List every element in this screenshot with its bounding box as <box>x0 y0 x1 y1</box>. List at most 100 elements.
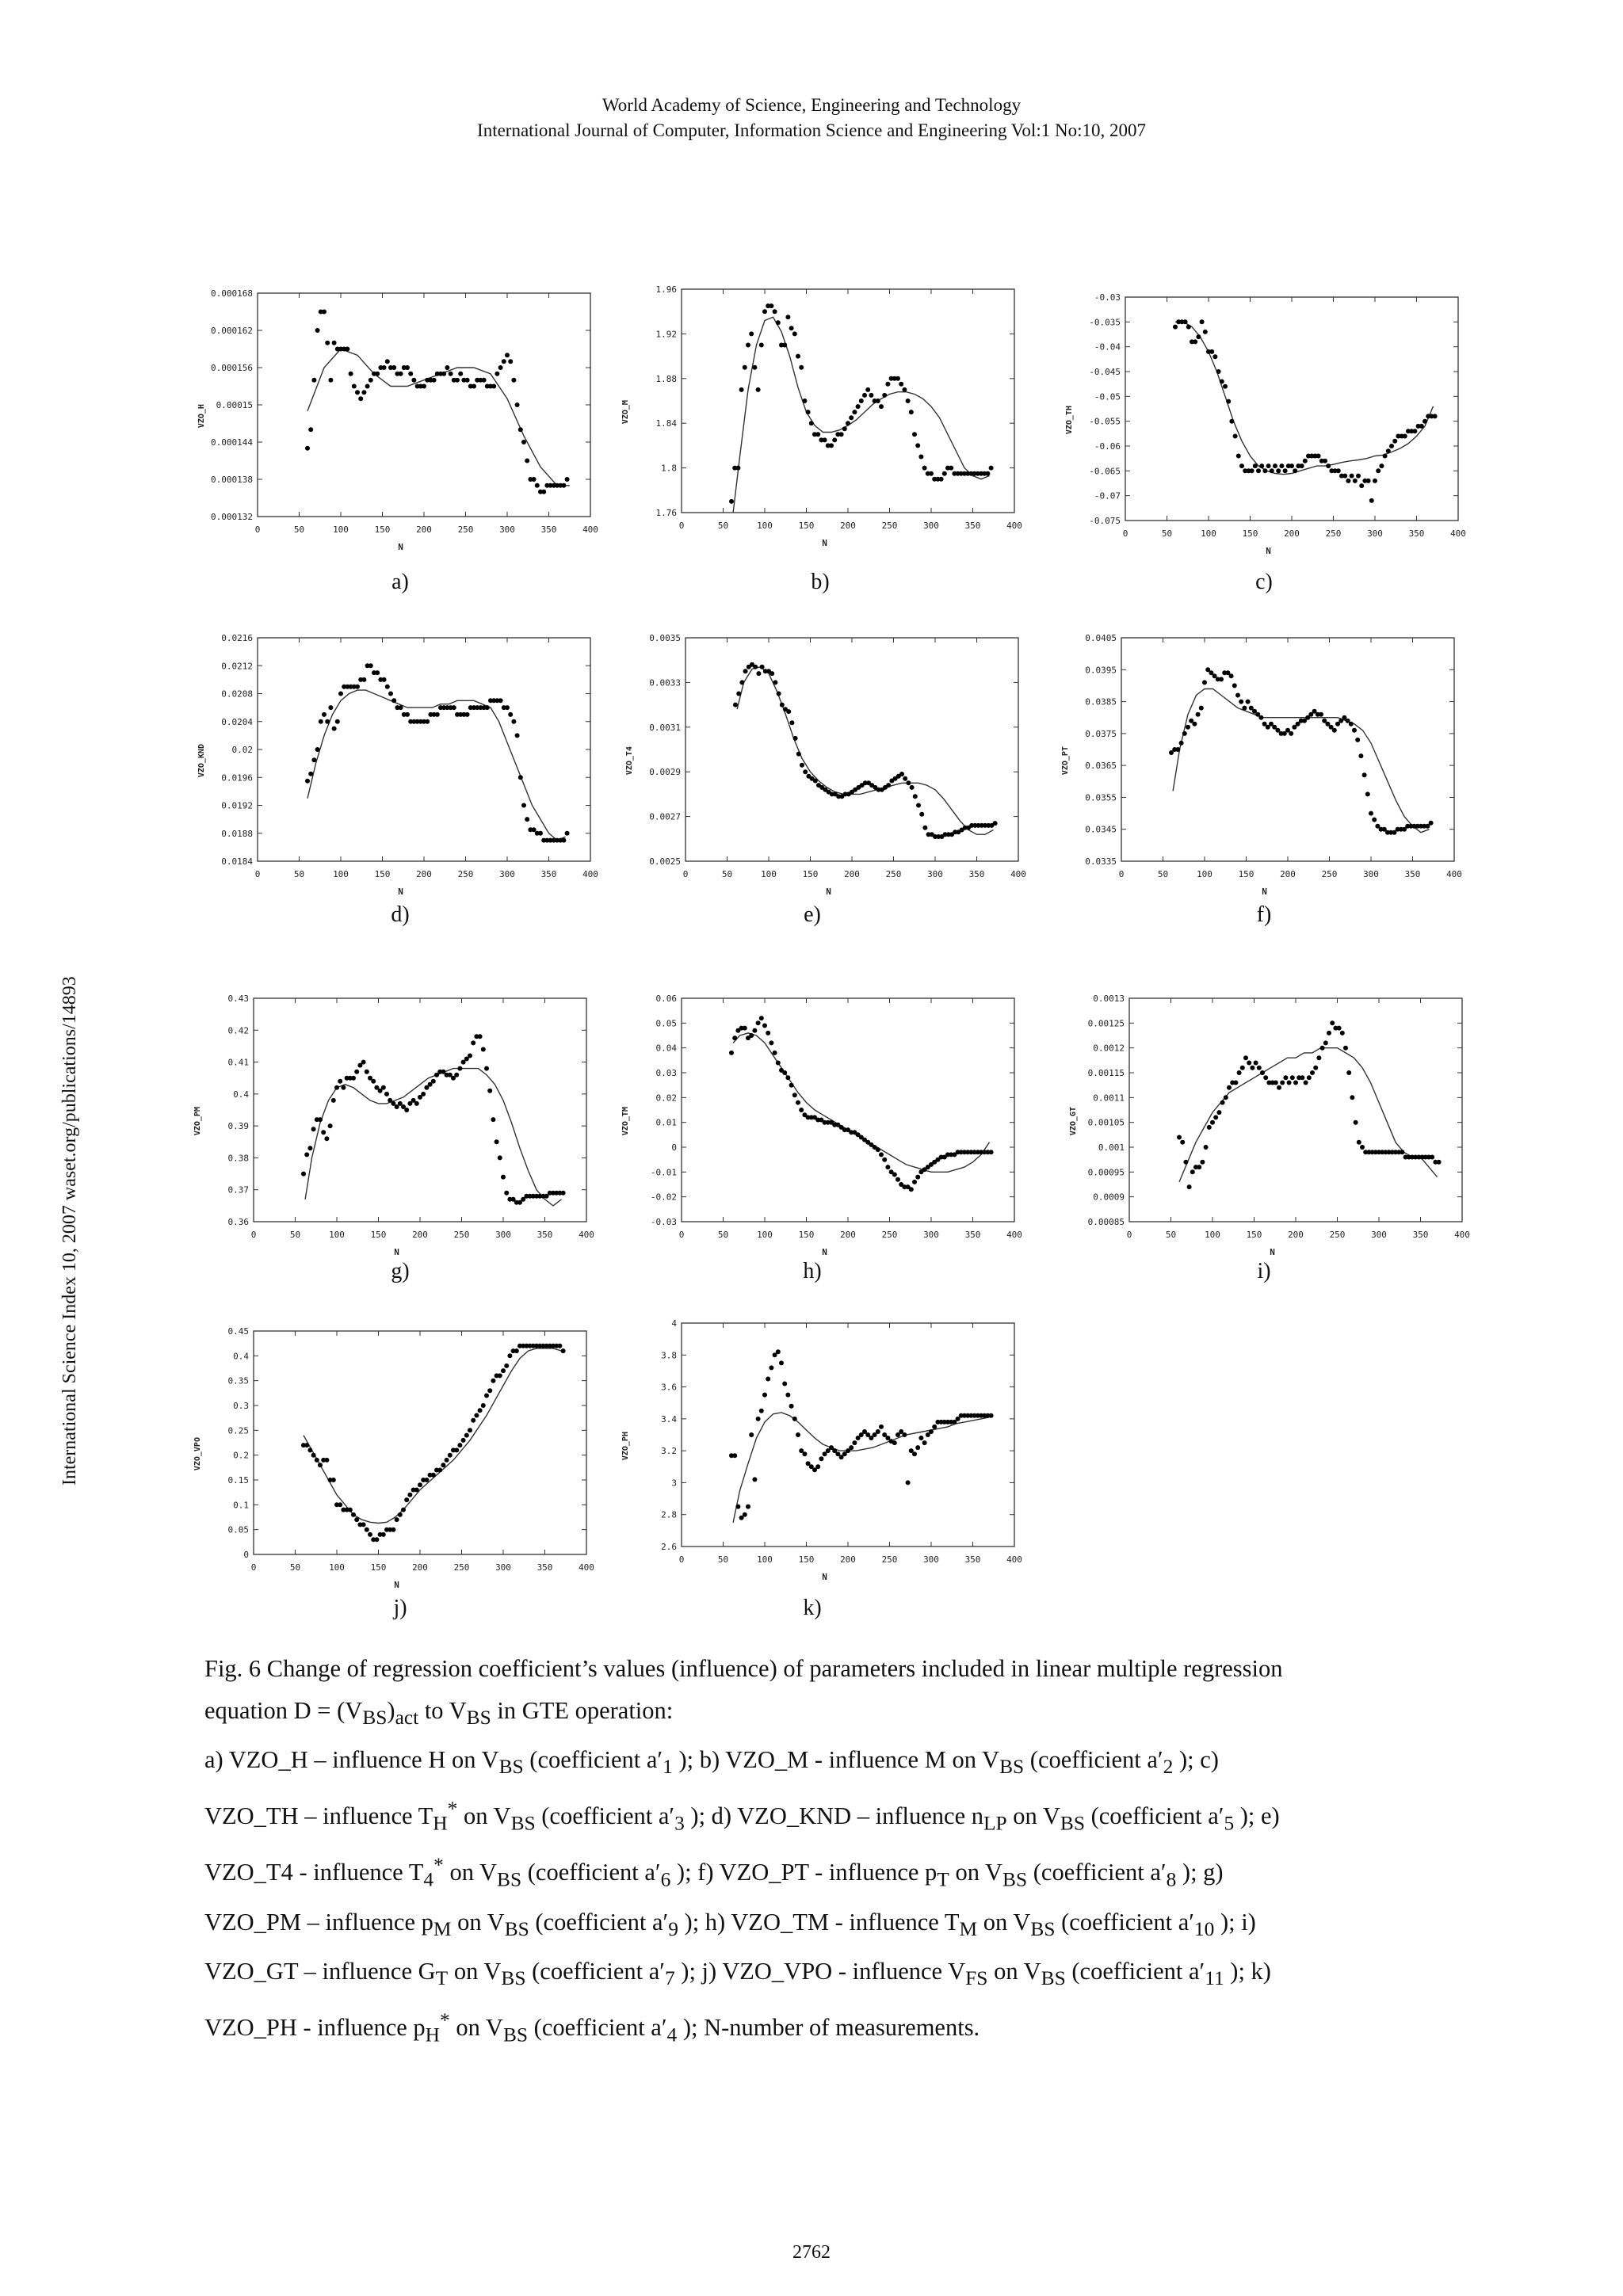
caption-line: equation D = (VBS)act to VBS in GTE oper… <box>204 1697 674 1730</box>
data-point <box>411 1487 416 1493</box>
x-tick-label: 200 <box>1288 1230 1304 1240</box>
data-point <box>975 1413 980 1418</box>
data-point <box>394 1517 399 1523</box>
data-point <box>521 803 526 808</box>
data-point <box>752 1028 758 1033</box>
data-point <box>1296 1075 1302 1081</box>
data-point <box>1395 826 1400 832</box>
data-point <box>819 1456 824 1462</box>
data-point <box>1356 1139 1361 1145</box>
data-point <box>1280 1080 1285 1085</box>
data-point <box>1283 1075 1289 1081</box>
y-tick-label: 2.6 <box>661 1542 677 1552</box>
data-point <box>318 1463 323 1468</box>
panel-label-h: h) <box>803 1259 822 1283</box>
data-point <box>1262 468 1268 474</box>
data-point <box>896 1432 900 1437</box>
data-point <box>899 772 904 776</box>
data-point <box>892 1172 897 1177</box>
data-point <box>1303 1080 1308 1085</box>
data-point <box>852 1440 857 1446</box>
data-point <box>534 1193 539 1199</box>
data-point <box>517 1199 522 1205</box>
data-point <box>1179 319 1185 325</box>
data-point <box>925 1432 930 1437</box>
data-point <box>929 471 934 476</box>
data-point <box>384 1091 389 1097</box>
data-point <box>812 1467 817 1473</box>
data-point <box>481 705 487 711</box>
data-point <box>315 747 320 752</box>
data-point <box>1266 463 1271 469</box>
data-point <box>381 677 387 682</box>
x-tick-label: 300 <box>923 1230 939 1240</box>
data-point <box>355 684 360 689</box>
x-tick-label: 300 <box>1371 1230 1387 1240</box>
data-point <box>405 365 410 370</box>
data-point <box>418 719 423 724</box>
data-point <box>377 1531 383 1537</box>
data-point <box>321 1457 327 1463</box>
data-point <box>1247 1060 1252 1066</box>
y-axis-label: VZO_PH <box>621 1432 630 1460</box>
data-point <box>792 1416 797 1421</box>
data-point <box>354 1517 360 1523</box>
data-point <box>1228 673 1234 679</box>
data-point <box>478 705 483 711</box>
data-point <box>380 1085 386 1090</box>
x-tick-label: 100 <box>757 1554 773 1565</box>
y-tick-label: 0.03 <box>656 1068 678 1078</box>
data-point <box>1219 677 1224 682</box>
data-point <box>1378 826 1384 832</box>
data-point <box>447 1452 453 1458</box>
data-point <box>1256 468 1261 474</box>
data-point <box>1256 1065 1262 1070</box>
data-point <box>1386 1150 1392 1155</box>
x-tick-label: 350 <box>965 1230 981 1240</box>
data-point <box>1213 1115 1219 1120</box>
data-point <box>729 498 734 504</box>
data-point <box>534 1343 539 1348</box>
data-point <box>555 482 559 488</box>
data-point <box>755 1416 761 1421</box>
data-point <box>1202 680 1207 685</box>
data-point <box>1263 1075 1269 1081</box>
data-point <box>1310 1070 1315 1075</box>
data-point <box>328 377 334 383</box>
data-point <box>391 365 397 370</box>
data-point <box>902 1184 907 1190</box>
y-axis-label: VZO_TH <box>1065 406 1074 434</box>
x-tick-label: 400 <box>1006 521 1022 531</box>
x-tick-label: 350 <box>1409 528 1425 539</box>
figure-caption: Fig. 6 Change of regression coefficient’… <box>204 1648 1455 2056</box>
data-point <box>758 1016 764 1021</box>
data-point <box>1393 1150 1398 1155</box>
data-point <box>1338 718 1344 723</box>
data-point <box>1249 468 1254 474</box>
data-point <box>1245 699 1251 704</box>
y-tick-label: -0.03 <box>651 1217 677 1227</box>
data-point <box>498 698 503 704</box>
data-point <box>1193 339 1198 345</box>
data-point <box>1293 468 1298 474</box>
data-point <box>1225 670 1231 676</box>
data-point <box>521 1196 526 1202</box>
data-point <box>364 1069 369 1074</box>
data-point <box>330 1097 336 1103</box>
data-point <box>527 1343 533 1348</box>
sidebar-citation: International Science Index 10, 2007 was… <box>59 976 80 1486</box>
data-point <box>906 780 911 786</box>
data-point <box>304 1443 310 1448</box>
data-point <box>862 1137 867 1142</box>
panel-label-i: i) <box>1257 1259 1271 1283</box>
y-tick-label: 0.0035 <box>649 633 681 643</box>
data-point <box>384 1527 389 1532</box>
data-point <box>1309 453 1315 459</box>
data-point <box>1282 468 1288 474</box>
data-point <box>1209 349 1215 354</box>
data-point <box>962 1150 967 1155</box>
data-point <box>540 1343 546 1348</box>
y-tick-label: 0.00095 <box>1088 1167 1125 1177</box>
y-tick-label: 0.001 <box>1098 1142 1125 1153</box>
y-tick-label: 0.3 <box>233 1401 249 1411</box>
